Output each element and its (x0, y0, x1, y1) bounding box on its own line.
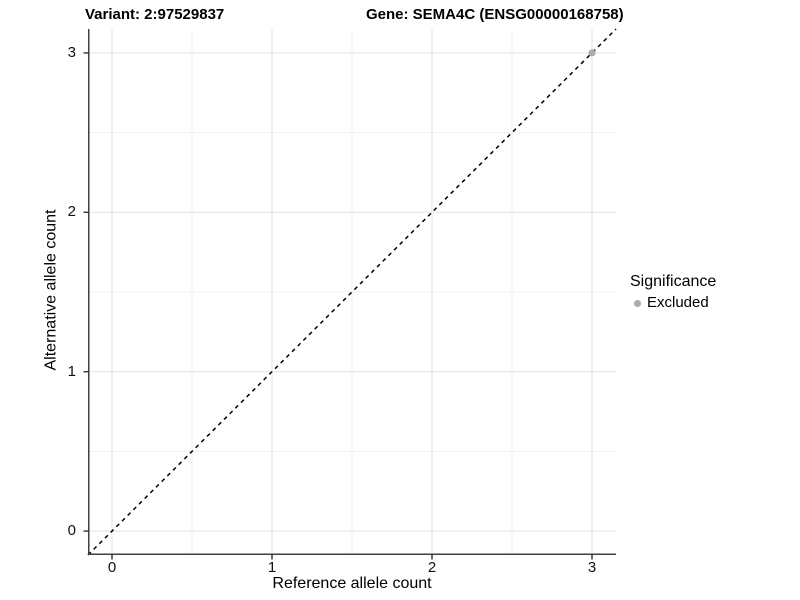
x-tick-label-3: 3 (587, 559, 597, 576)
data-point-excluded (588, 49, 596, 57)
y-tick-label-1: 1 (67, 363, 76, 380)
excluded-point-icon (634, 299, 641, 307)
x-tick-label-1: 1 (267, 559, 277, 576)
y-axis-title: Alternative allele count (42, 209, 60, 371)
y-tick-label-0: 0 (67, 522, 76, 539)
plot-panel-svg (83, 28, 617, 560)
x-axis-title: Reference allele count (272, 575, 432, 592)
y-tick-label-2: 2 (67, 203, 76, 220)
legend-item-label: Excluded (647, 294, 709, 311)
legend-item-excluded: Excluded (630, 294, 716, 312)
x-tick-label-2: 2 (427, 559, 437, 576)
x-tick-label-0: 0 (107, 559, 117, 576)
legend: Significance Excluded (630, 272, 716, 312)
gene-title: Gene: SEMA4C (ENSG00000168758) (366, 6, 624, 23)
plot-panel (83, 28, 617, 560)
y-tick-label-3: 3 (67, 44, 76, 61)
legend-title: Significance (630, 273, 717, 290)
variant-title: Variant: 2:97529837 (85, 6, 225, 23)
